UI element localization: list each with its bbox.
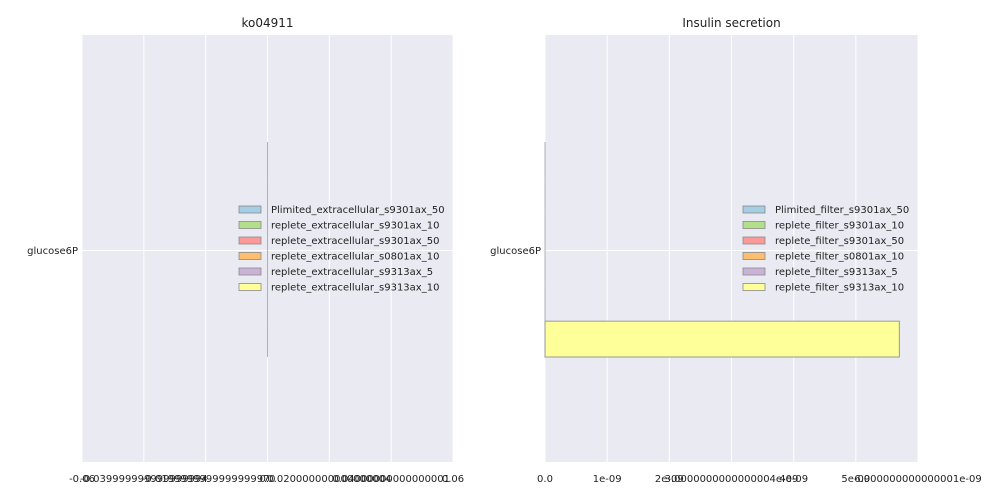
x-tick-label: 1e-09: [593, 474, 622, 485]
legend-label: Plimited_filter_s9301ax_50: [775, 205, 909, 216]
legend-label: replete_extracellular_s9313ax_10: [271, 283, 439, 294]
legend-label: replete_filter_s0801ax_10: [775, 252, 904, 263]
legend-swatch: [743, 237, 765, 244]
legend-swatch: [239, 268, 261, 275]
legend-swatch: [239, 237, 261, 244]
legend-label: replete_filter_s9313ax_5: [775, 267, 898, 278]
x-tick-label: 6.000000000000001e-09: [854, 474, 981, 485]
legend-swatch: [239, 284, 261, 291]
legend-label: replete_extracellular_s9301ax_10: [271, 221, 439, 232]
chart-title: Insulin secretion: [682, 16, 780, 30]
legend-swatch: [239, 206, 261, 213]
legend-label: replete_filter_s9301ax_50: [775, 236, 904, 247]
x-tick-label: 4e-09: [779, 474, 808, 485]
legend-swatch: [239, 222, 261, 229]
legend-swatch: [743, 206, 765, 213]
x-tick-label: 0.06: [442, 474, 464, 485]
legend-swatch: [743, 253, 765, 260]
x-tick-label: 0.04000000000000001: [332, 474, 450, 485]
x-tick-label: 0.0: [537, 474, 553, 485]
legend-label: replete_filter_s9301ax_10: [775, 221, 904, 232]
legend-label: replete_extracellular_s9301ax_50: [271, 236, 439, 247]
legend-swatch: [743, 268, 765, 275]
legend-label: Plimited_extracellular_s9301ax_50: [271, 205, 445, 216]
legend-swatch: [239, 253, 261, 260]
legend-swatch: [743, 284, 765, 291]
bar: [545, 321, 899, 357]
x-tick-label: -0.019999999999999997: [142, 474, 270, 485]
category-label: glucose6P: [490, 246, 541, 257]
chart-panel-1: glucose6P-0.06-0.039999999999999994-0.01…: [27, 16, 464, 485]
category-label: glucose6P: [27, 246, 78, 257]
legend-label: replete_filter_s9313ax_10: [775, 283, 904, 294]
legend-label: replete_extracellular_s0801ax_10: [271, 252, 439, 263]
legend-label: replete_extracellular_s9313ax_5: [271, 267, 433, 278]
chart-title: ko04911: [241, 16, 293, 30]
legend-swatch: [743, 222, 765, 229]
